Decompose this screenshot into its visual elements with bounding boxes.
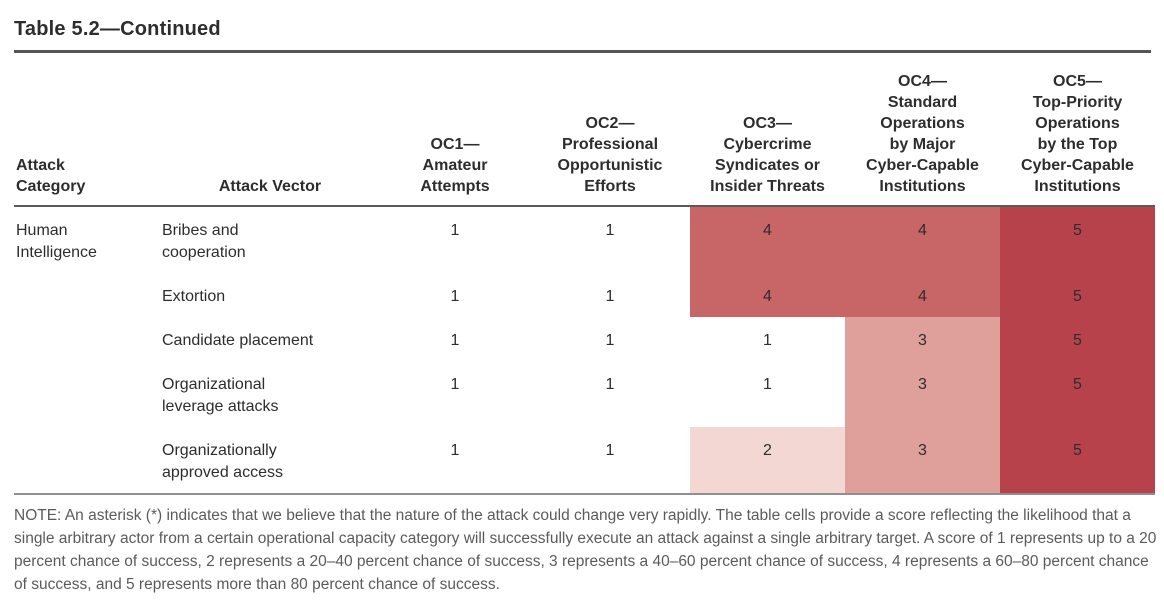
table-row: Candidate placement 1 1 1 3 5	[14, 317, 1155, 361]
score-cell: 1	[450, 332, 460, 349]
title-rule	[14, 50, 1151, 53]
table-row: Extortion 1 1 4 4 5	[14, 273, 1155, 317]
score-cell: 5	[1000, 317, 1155, 361]
col-header-attack-category: Attack Category	[16, 157, 86, 195]
score-cell: 4	[845, 273, 1000, 317]
score-cell: 5	[1000, 361, 1155, 427]
score-cell: 5	[1000, 206, 1155, 273]
score-cell: 1	[605, 442, 615, 459]
table-row: Human Intelligence Bribes and cooperatio…	[14, 206, 1155, 273]
score-cell: 1	[605, 222, 615, 239]
attack-vector-cell: Extortion	[162, 288, 226, 305]
header-row: Attack Category Attack Vector OC1— Amate…	[14, 53, 1155, 206]
attack-vector-cell: Candidate placement	[162, 332, 314, 349]
col-header-oc1: OC1— Amateur Attempts	[420, 136, 490, 195]
score-cell: 5	[1000, 427, 1155, 494]
score-cell: 3	[845, 361, 1000, 427]
score-cell: 1	[450, 222, 460, 239]
attack-vector-cell: Organizationally approved access	[162, 442, 283, 481]
score-cell: 1	[605, 332, 615, 349]
col-header-attack-vector: Attack Vector	[218, 178, 322, 195]
col-header-oc2: OC2— Professional Opportunistic Efforts	[557, 115, 663, 195]
table-note: NOTE: An asterisk (*) indicates that we …	[14, 507, 1157, 593]
score-cell: 1	[605, 376, 615, 393]
likelihood-score-table: Attack Category Attack Vector OC1— Amate…	[14, 53, 1155, 495]
score-cell: 1	[450, 442, 460, 459]
col-header-oc5: OC5— Top-Priority Operations by the Top …	[1021, 73, 1134, 195]
attack-vector-cell: Organizational leverage attacks	[162, 376, 279, 415]
score-cell: 4	[845, 206, 1000, 273]
attack-vector-cell: Bribes and cooperation	[162, 222, 246, 261]
score-cell: 4	[690, 206, 845, 273]
score-cell: 3	[845, 317, 1000, 361]
score-cell: 4	[690, 273, 845, 317]
score-cell: 1	[763, 332, 772, 349]
col-header-oc3: OC3— Cybercrime Syndicates or Insider Th…	[710, 115, 825, 195]
score-cell: 1	[450, 376, 460, 393]
score-cell: 1	[605, 288, 615, 305]
score-cell: 2	[690, 427, 845, 494]
score-cell: 1	[450, 288, 460, 305]
attack-category-cell: Human Intelligence	[16, 222, 97, 261]
score-cell: 5	[1000, 273, 1155, 317]
col-header-oc4: OC4— Standard Operations by Major Cyber-…	[866, 73, 979, 195]
table-title: Table 5.2—Continued	[14, 18, 221, 40]
score-cell: 3	[845, 427, 1000, 494]
table-row: Organizationally approved access 1 1 2 3…	[14, 427, 1155, 494]
score-cell: 1	[763, 376, 772, 393]
table-row: Organizational leverage attacks 1 1 1 3 …	[14, 361, 1155, 427]
